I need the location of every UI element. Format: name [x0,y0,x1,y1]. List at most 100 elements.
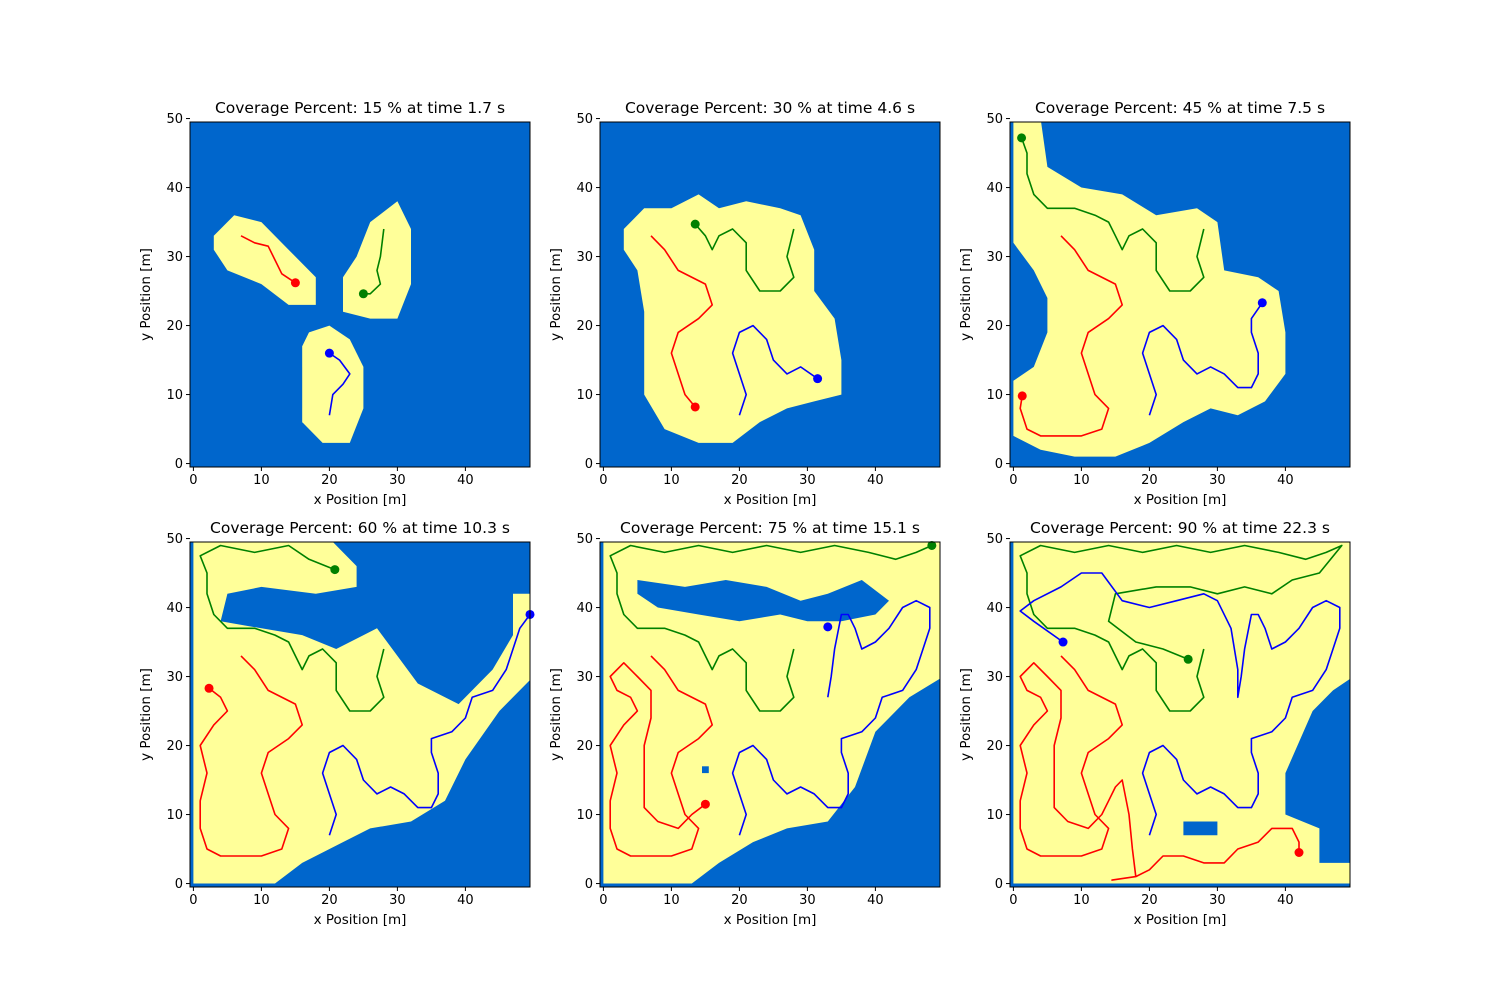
y-tick-label: 10 [166,808,183,823]
plot-area [1010,542,1350,887]
axes-frame [1009,541,1351,888]
y-tick-label: 0 [175,877,183,892]
axes-frame [599,121,941,468]
y-tick-label: 50 [576,532,593,547]
robot-path-2 [1019,544,1343,712]
subplot-title: Coverage Percent: 90 % at time 22.3 s [1030,519,1330,537]
x-tick-label: 40 [1277,893,1294,908]
y-tick-label: 50 [576,112,593,127]
robot-path-2 [1020,137,1205,292]
y-tick-label: 20 [576,319,593,334]
y-tick-label: 40 [986,181,1003,196]
x-tick-label: 0 [599,473,607,488]
y-tick-label: 0 [995,457,1003,472]
y-tick-label: 30 [576,670,593,685]
subplot-4: 0 10 20 30 40 0 10 20 30 40 50 Coverage Percent: 60… [138,519,535,928]
subplot-title: Coverage Percent: 15 % at time 1.7 s [215,99,505,117]
y-axis-label: y Position [m] [958,248,974,341]
robot-position-2 [690,219,700,229]
plot-area [190,542,530,887]
y-axis-label: y Position [m] [138,248,154,341]
robot-path-3 [1019,572,1341,836]
robot-position-3 [1058,637,1068,647]
covered-region [213,215,316,305]
x-tick-label: 40 [1277,473,1294,488]
robot-path-3 [328,352,351,416]
y-tick-label: 20 [986,739,1003,754]
y-tick-label: 10 [986,388,1003,403]
x-tick-label: 10 [663,473,680,488]
robot-path-2 [199,544,385,712]
x-tick-label: 10 [1073,473,1090,488]
robot-path-2 [609,544,933,712]
plot-area [600,122,940,467]
robot-position-2 [1017,133,1027,143]
x-tick-label: 20 [1141,473,1158,488]
x-tick-label: 0 [189,893,197,908]
y-tick-label: 0 [585,877,593,892]
y-tick-label: 10 [576,388,593,403]
y-tick-label: 20 [986,319,1003,334]
y-axis-label: y Position [m] [138,668,154,761]
x-tick-label: 20 [321,473,338,488]
x-axis-label: x Position [m] [314,492,407,508]
x-tick-label: 0 [1009,893,1017,908]
plot-area [600,542,940,887]
robot-path-1 [199,655,304,857]
y-tick-label: 40 [166,601,183,616]
plot-area [1010,122,1350,467]
robot-position-1 [700,799,710,809]
subplot-2: 0 10 20 30 40 0 10 20 30 40 50 Coverage Percent: 30… [548,99,941,508]
x-tick-label: 10 [253,893,270,908]
y-tick-label: 30 [576,250,593,265]
x-tick-label: 0 [1009,473,1017,488]
x-tick-label: 30 [799,893,816,908]
covered-region [193,542,530,884]
y-tick-label: 50 [166,112,183,127]
x-tick-label: 30 [799,473,816,488]
x-tick-label: 40 [867,473,884,488]
covered-region [603,542,940,884]
y-tick-label: 0 [995,877,1003,892]
y-tick-label: 30 [166,670,183,685]
y-axis-label: y Position [m] [548,248,564,341]
robot-position-1 [1017,391,1027,401]
robot-position-1 [690,402,700,412]
subplot-title: Coverage Percent: 45 % at time 7.5 s [1035,99,1325,117]
covered-region [302,325,364,443]
robot-position-3 [324,348,334,358]
y-tick-label: 0 [585,457,593,472]
robot-path-1 [609,655,714,857]
subplot-5: 0 10 20 30 40 0 10 20 30 40 50 Coverage Percent: 75… [548,519,941,928]
x-tick-label: 10 [253,473,270,488]
y-tick-label: 40 [986,601,1003,616]
x-axis-label: x Position [m] [724,912,817,928]
axes-frame [189,121,531,468]
y-tick-label: 30 [986,250,1003,265]
subplot-title: Coverage Percent: 30 % at time 4.6 s [625,99,915,117]
x-tick-label: 0 [599,893,607,908]
y-tick-label: 20 [166,319,183,334]
x-tick-label: 0 [189,473,197,488]
y-axis-label: y Position [m] [548,668,564,761]
x-tick-label: 40 [457,893,474,908]
robot-path-1 [650,235,714,408]
y-tick-label: 30 [986,670,1003,685]
robot-position-1 [204,683,214,693]
y-tick-label: 20 [576,739,593,754]
covered-region [343,201,411,319]
y-tick-label: 10 [166,388,183,403]
x-axis-label: x Position [m] [1134,912,1227,928]
x-axis-label: x Position [m] [724,492,817,508]
robot-path-2 [694,223,795,292]
robot-path-3 [321,614,530,836]
x-tick-label: 40 [867,893,884,908]
robot-position-3 [813,374,823,384]
x-tick-label: 30 [1209,893,1226,908]
robot-position-2 [358,289,368,299]
axes-frame [1009,121,1351,468]
x-tick-label: 20 [321,893,338,908]
x-tick-label: 30 [389,473,406,488]
uncovered-hole [637,580,889,622]
